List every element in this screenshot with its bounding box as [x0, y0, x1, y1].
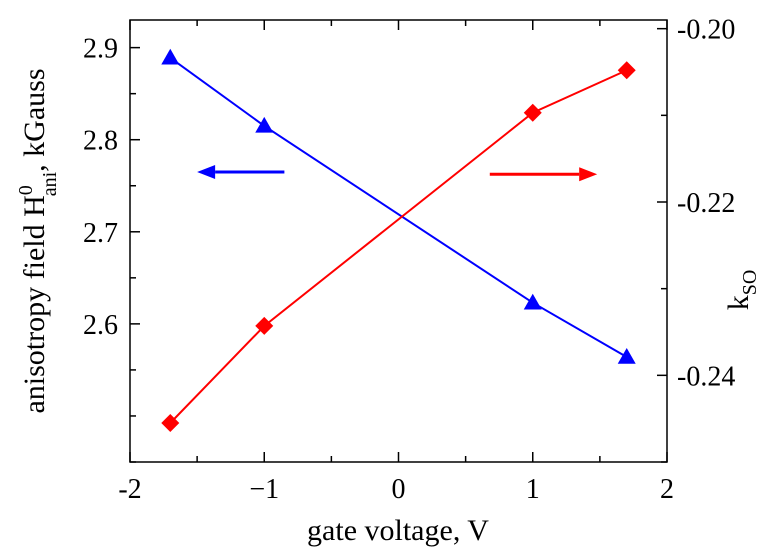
tick-labels: -2 −1 0 1 2 2.6 2.7 2.8 2.9 -0.24 -0.22 -0.20 — [83, 15, 735, 505]
triangle-marker — [523, 293, 542, 310]
y-right-axis-title: kSO — [722, 270, 761, 311]
y-left-tick-label: 2.6 — [83, 310, 118, 341]
diamond-marker — [161, 414, 180, 432]
y-right-tick-label: -0.20 — [677, 15, 735, 46]
y-left-tick-label: 2.9 — [83, 34, 118, 65]
triangle-marker — [255, 116, 274, 133]
y-right-title-sub: SO — [739, 270, 761, 296]
y-left-title-sub: ani — [39, 171, 61, 196]
diamond-marker — [617, 61, 636, 80]
triangle-marker — [617, 348, 636, 364]
x-axis-title: gate voltage, V — [307, 514, 489, 547]
x-tick-label: 1 — [526, 474, 540, 505]
diamond-marker — [255, 316, 274, 335]
y-left-title-main: anisotropy field H — [18, 195, 51, 413]
y-left-title-sup: 0 — [15, 185, 37, 195]
x-tick-label: 2 — [660, 474, 674, 505]
series-lines — [169, 56, 628, 424]
x-tick-label: −1 — [249, 474, 279, 505]
series-line-diamond — [169, 69, 628, 424]
triangle-marker — [161, 48, 180, 65]
y-left-tick-label: 2.8 — [83, 126, 118, 157]
arrow-right — [489, 167, 598, 182]
y-left-axis-title: anisotropy field H0 ani, kGauss — [15, 68, 61, 413]
annotation-arrows — [197, 164, 598, 182]
data-markers — [161, 48, 636, 432]
y-right-tick-label: -0.24 — [677, 361, 735, 392]
y-left-tick-label: 2.7 — [83, 218, 118, 249]
y-right-title-main: k — [722, 295, 755, 310]
series-line-triangle — [169, 56, 628, 358]
arrow-left — [197, 164, 285, 179]
y-right-tick-label: -0.22 — [677, 188, 735, 219]
y-left-title-suffix: , kGauss — [18, 68, 51, 171]
x-tick-label: 0 — [392, 474, 406, 505]
arrow-head — [579, 167, 598, 182]
x-tick-label: -2 — [118, 474, 141, 505]
axis-ticks — [129, 20, 668, 463]
arrow-head — [197, 164, 216, 179]
diamond-marker — [523, 103, 542, 122]
